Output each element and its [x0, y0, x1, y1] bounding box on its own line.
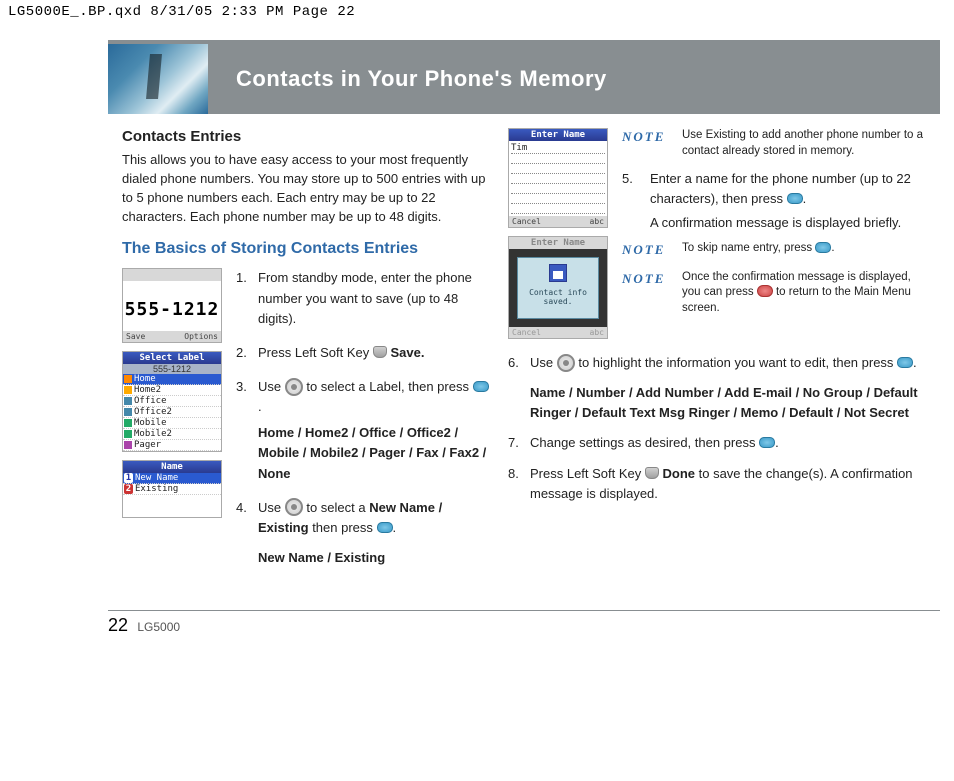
label-pager: Pager — [134, 440, 161, 450]
note-label: NOTE — [622, 270, 676, 288]
softkey-options: Options — [184, 332, 218, 341]
title-bar: Name — [123, 461, 221, 473]
ok-key-icon — [377, 522, 393, 533]
intro-paragraph: This allows you to have easy access to y… — [122, 151, 492, 226]
label-office2: Office2 — [134, 407, 172, 417]
note-2-text: To skip name entry, press . — [682, 241, 928, 257]
note-3-text: Once the confirmation message is display… — [682, 270, 928, 317]
section-contacts-entries: Contacts Entries — [122, 128, 492, 145]
softkey-abc: abc — [590, 217, 604, 226]
phone-screenshots-right: Enter Name Tim Cancel abc Enter Name — [508, 128, 612, 347]
nav-key-icon — [285, 498, 303, 516]
softkey-cancel: Cancel — [512, 328, 541, 337]
step-4-text: Use to select a New Name / Existing then… — [258, 498, 492, 568]
left-column: Contacts Entries This allows you to have… — [122, 128, 492, 582]
step-5-text: Enter a name for the phone number (up to… — [650, 169, 928, 233]
note-1-text: Use Existing to add another phone number… — [682, 128, 928, 159]
step-1-num: 1. — [236, 268, 258, 328]
screenshot-enter-name: Enter Name Tim Cancel abc — [508, 128, 608, 228]
save-icon — [549, 264, 567, 282]
step-7-text: Change settings as desired, then press . — [530, 433, 928, 453]
step-8-text: Press Left Soft Key Done to save the cha… — [530, 464, 928, 504]
page-footer: 22 LG5000 — [108, 610, 940, 636]
step-3-text: Use to select a Label, then press . Home… — [258, 377, 492, 484]
option-new-name: New Name — [135, 473, 178, 483]
page-frame: Contacts in Your Phone's Memory Contacts… — [108, 40, 940, 636]
step-6-labels: Name / Number / Add Number / Add E-mail … — [530, 383, 928, 423]
step-8-num: 8. — [508, 464, 530, 504]
screenshot-name: Name 1New Name 2Existing — [122, 460, 222, 518]
page-title: Contacts in Your Phone's Memory — [208, 44, 940, 114]
step-5-num: 5. — [622, 169, 650, 233]
model-number: LG5000 — [137, 620, 180, 634]
note-label: NOTE — [622, 241, 676, 259]
option-existing: Existing — [135, 484, 178, 494]
content-area: Contacts Entries This allows you to have… — [108, 114, 940, 592]
status-bar — [123, 269, 221, 281]
ok-key-icon — [815, 242, 831, 253]
step-7-num: 7. — [508, 433, 530, 453]
ok-key-icon — [759, 437, 775, 448]
step-2-text: Press Left Soft Key Save. — [258, 343, 492, 363]
label-home: Home — [134, 374, 156, 384]
number-display: 555-1212 — [123, 364, 221, 374]
softkey-save: Save — [126, 332, 145, 341]
crop-mark: LG5000E_.BP.qxd 8/31/05 2:33 PM Page 22 — [0, 0, 954, 24]
softkey-cancel: Cancel — [512, 217, 541, 226]
dial-number: 555-1212 — [123, 281, 221, 331]
page-number: 22 — [108, 615, 128, 635]
right-column: Enter Name Tim Cancel abc Enter Name — [508, 128, 928, 582]
ok-key-icon — [473, 381, 489, 392]
screenshot-dial: 555-1212 Save Options — [122, 268, 222, 343]
left-softkey-icon — [373, 346, 387, 358]
section-basics: The Basics of Storing Contacts Entries — [122, 240, 492, 258]
clr-key-icon — [757, 285, 773, 297]
left-softkey-icon — [645, 467, 659, 479]
ok-key-icon — [787, 193, 803, 204]
nav-key-icon — [285, 378, 303, 396]
nav-key-icon — [557, 354, 575, 372]
step-4-labels: New Name / Existing — [258, 548, 492, 568]
softkey-abc: abc — [590, 328, 604, 337]
header-photo — [108, 44, 208, 114]
header-band: Contacts in Your Phone's Memory — [108, 44, 940, 114]
step-3-num: 3. — [236, 377, 258, 484]
confirmation-popup: Contact info saved. — [517, 257, 599, 319]
label-home2: Home2 — [134, 385, 161, 395]
ok-key-icon — [897, 357, 913, 368]
step-4-num: 4. — [236, 498, 258, 568]
name-input-value: Tim — [511, 143, 605, 154]
label-office: Office — [134, 396, 167, 406]
title-bar: Select Label — [123, 352, 221, 364]
screenshot-select-label: Select Label 555-1212 Home Home2 Office … — [122, 351, 222, 452]
step-3-labels: Home / Home2 / Office / Office2 / Mobile… — [258, 423, 492, 483]
phone-screenshots-left: 555-1212 Save Options Select Label 555-1… — [122, 268, 226, 582]
step-6-num: 6. — [508, 353, 530, 423]
step-1-text: From standby mode, enter the phone numbe… — [258, 268, 492, 328]
step-6-text: Use to highlight the information you wan… — [530, 353, 928, 423]
note-label: NOTE — [622, 128, 676, 146]
screenshot-saved: Enter Name Contact info saved. Cancel ab… — [508, 236, 608, 339]
title-bar: Enter Name — [509, 129, 607, 141]
label-mobile: Mobile — [134, 418, 167, 428]
step-2-num: 2. — [236, 343, 258, 363]
label-mobile2: Mobile2 — [134, 429, 172, 439]
title-bar: Enter Name — [509, 237, 607, 249]
